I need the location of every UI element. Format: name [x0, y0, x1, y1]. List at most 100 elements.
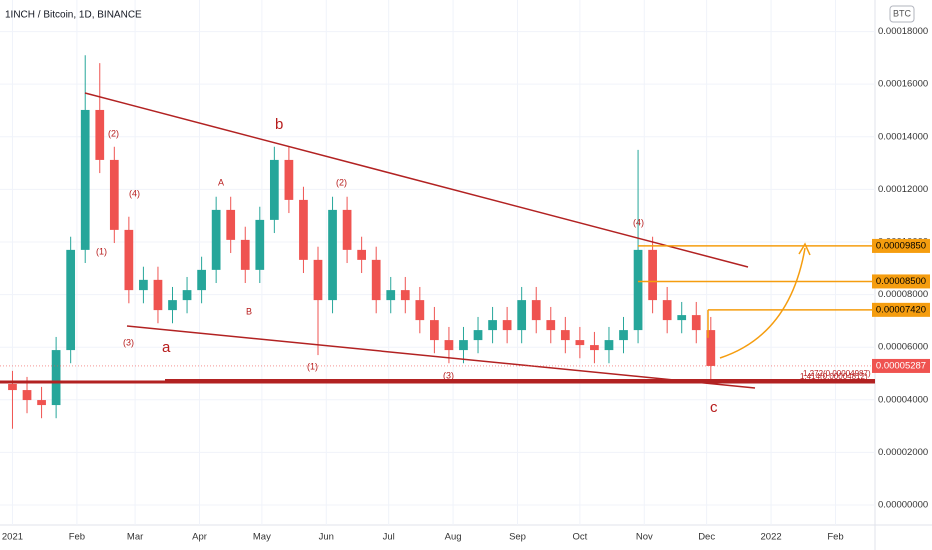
candle-body: [531, 300, 541, 321]
candle-body: [80, 109, 90, 250]
y-tick-label: 0.00008000: [878, 289, 928, 300]
y-tick-label: 0.00012000: [878, 184, 928, 195]
wave-label: (4): [633, 217, 644, 227]
projection-arrow: [719, 247, 806, 359]
x-tick-label: Nov: [636, 532, 653, 543]
x-tick-label: 2021: [2, 532, 23, 543]
candle-body: [342, 209, 352, 250]
candle-body: [444, 340, 454, 351]
wave-label: (2): [108, 128, 119, 138]
candle-body: [371, 259, 381, 301]
candle-body: [168, 300, 177, 311]
wave-label: b: [275, 116, 283, 133]
candle-body: [226, 209, 236, 240]
candle-body: [269, 159, 279, 220]
candle-body: [517, 300, 527, 331]
x-tick-label: Jul: [383, 532, 395, 543]
x-tick-label: Oct: [572, 532, 587, 543]
wave-label: B: [246, 306, 252, 316]
candle-body: [691, 315, 701, 331]
arrow-head: [798, 242, 811, 256]
drawings: [0, 92, 875, 389]
candle-body: [8, 384, 17, 391]
candle-body: [459, 340, 468, 351]
candle-body: [386, 290, 396, 301]
y-tick-label: 0.00002000: [878, 447, 928, 458]
candle-body: [575, 340, 585, 346]
level-label: 0.00007420: [876, 304, 926, 315]
candle-body: [604, 340, 614, 351]
fib-label: 1.272(0.00004987): [803, 369, 871, 378]
candle-body: [488, 320, 497, 331]
y-tick-label: 0.00016000: [878, 79, 928, 90]
chart-title: 1INCH / Bitcoin, 1D, BINANCE: [5, 10, 142, 21]
candle-body: [240, 239, 250, 270]
candle-body: [648, 249, 657, 301]
wave-label: (4): [129, 188, 140, 198]
level-tag: [872, 302, 930, 317]
wave-label: (1): [307, 361, 318, 371]
y-tick-label: 0.00004000: [878, 394, 928, 405]
wave-label: c: [710, 399, 718, 416]
y-tick-label: 0.00000000: [878, 500, 928, 511]
candle-body: [299, 199, 308, 260]
candle-body: [153, 279, 163, 311]
y-tick-label: 0.00006000: [878, 342, 928, 353]
lower-trendline: [126, 325, 756, 389]
wave-label: (2): [336, 177, 347, 187]
candle-body: [51, 350, 61, 406]
grid: [0, 0, 875, 525]
x-tick-label: Feb: [69, 532, 85, 543]
wave-label: (1): [96, 246, 107, 256]
candle-body: [124, 229, 134, 291]
candle-body: [590, 345, 599, 351]
x-tick-label: Dec: [698, 532, 715, 543]
currency-label: BTC: [893, 8, 912, 18]
candle-body: [415, 300, 425, 321]
x-tick-label: Mar: [127, 532, 143, 543]
candle-body: [211, 209, 221, 270]
candle-body: [706, 330, 716, 366]
candle-body: [400, 290, 410, 301]
x-tick-label: Sep: [509, 532, 526, 543]
wave-label: (3): [123, 337, 134, 347]
x-tick-label: Aug: [445, 532, 462, 543]
last-price-label: 0.00005287: [876, 360, 926, 371]
candle-body: [313, 259, 323, 301]
candle-body: [662, 300, 672, 321]
x-tick-label: May: [253, 532, 271, 543]
fib-label: 1.414(0.00004812): [800, 372, 868, 381]
x-tick-label: Feb: [827, 532, 843, 543]
x-tick-label: Jun: [319, 532, 334, 543]
currency-badge: [889, 5, 915, 23]
candle-body: [328, 209, 337, 301]
candle-body: [255, 219, 265, 270]
candle-body: [560, 330, 570, 341]
candle-body: [139, 279, 148, 291]
level-tag: [872, 274, 930, 289]
candle-body: [619, 330, 628, 341]
candle-body: [430, 320, 439, 341]
x-tick-label: Apr: [192, 532, 207, 543]
candle-body: [22, 390, 32, 401]
candle-body: [109, 159, 119, 230]
candle-body: [473, 330, 483, 341]
candle-body: [677, 315, 687, 321]
last-price-tag: [872, 358, 930, 373]
upper-trendline: [84, 92, 749, 268]
level-label: 0.00008500: [876, 276, 926, 287]
wave-label: a: [162, 339, 171, 356]
candle-body: [284, 159, 294, 200]
candles: [8, 55, 716, 429]
wave-label: (3): [443, 370, 454, 380]
level-tag: [872, 238, 930, 253]
candle-body: [66, 249, 76, 351]
wave-label: A: [218, 177, 224, 187]
candle-body: [197, 269, 206, 291]
candle-body: [357, 249, 367, 260]
y-tick-label: 0.00018000: [878, 26, 928, 37]
candle-body: [95, 109, 105, 160]
level-label: 0.00009850: [876, 240, 926, 251]
